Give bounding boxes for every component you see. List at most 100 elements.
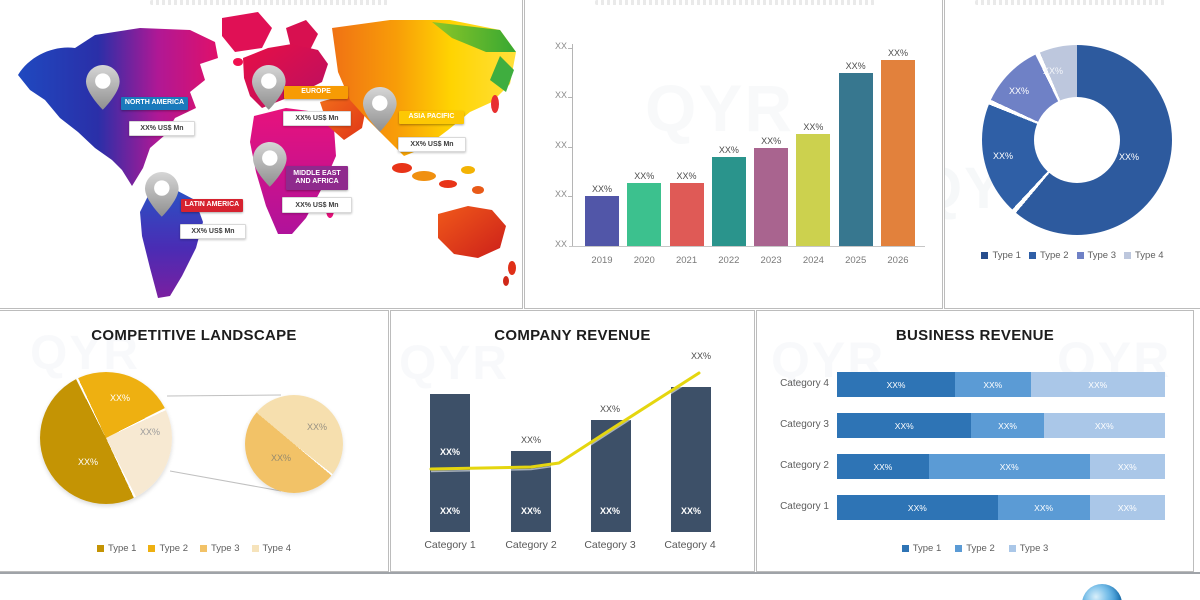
x-label-category4: Category 4 (664, 539, 716, 551)
region-value-north-america: XX% US$ Mn (129, 121, 195, 136)
cutoff-title-strip (975, 0, 1165, 5)
bar-group-2020: XX% 2020 (627, 48, 662, 266)
bar-2021 (669, 183, 704, 246)
legend-item: Type 3 (1008, 543, 1049, 554)
stacked-bar-category2: XX% XX% XX% (837, 454, 1165, 479)
panel-competitive-landscape: QYR COMPETITIVE LANDSCAPE XX% XX% XX% XX… (0, 310, 389, 572)
y-axis-line (572, 44, 573, 246)
region-value-europe: XX% US$ Mn (283, 111, 351, 126)
secondary-pie-label-top: XX% (306, 422, 327, 432)
y-tick-mark (568, 48, 572, 49)
row-label-category1: Category 1 (780, 501, 829, 512)
stacked-bar-category4: XX% XX% XX% (837, 372, 1165, 397)
legend-swatch (1008, 545, 1016, 552)
donut-hole (1034, 97, 1120, 183)
mea-line1: MIDDLE EAST (293, 169, 341, 177)
bar-value-label: XX% (761, 136, 782, 146)
company-bar-category1 (430, 394, 470, 532)
x-axis-line (569, 246, 925, 247)
legend-item: Type 1 (901, 543, 942, 554)
secondary-pie-label-bottom: XX% (270, 453, 291, 463)
legend-label: Type 2 (1039, 250, 1069, 261)
x-label-category1: Category 1 (424, 539, 476, 551)
legend-label: Type 1 (992, 250, 1021, 261)
bar-value-label: XX% (634, 171, 655, 181)
main-pie-label-top: XX% (109, 393, 130, 403)
panel-market-growth: QYR XX XX XX XX XX XX% 2019 XX% 2020 XX% 20… (524, 0, 943, 309)
y-tick-mark (568, 97, 572, 98)
legend-label: Type 4 (262, 543, 292, 554)
bar-2022 (711, 157, 746, 246)
x-label-category3: Category 3 (584, 539, 636, 551)
bar-value-label: XX% (803, 122, 824, 132)
segment-type3: XX% (1089, 454, 1165, 479)
donut-chart (982, 45, 1172, 235)
x-tick-2022: 2022 (718, 255, 740, 266)
trend-line (429, 371, 701, 471)
legend-label: Type 1 (107, 543, 137, 554)
segment-type3: XX% (1043, 413, 1165, 438)
cutoff-title-strip (150, 0, 390, 5)
x-tick-2026: 2026 (887, 255, 909, 266)
bar-bottom-label-cat2: XX% (520, 506, 541, 516)
pie-connector-lines (166, 394, 282, 492)
legend-swatch (200, 545, 207, 552)
donut-legend: Type 1 Type 2 Type 3 Type 4 (945, 250, 1200, 261)
region-value-mea: XX% US$ Mn (282, 197, 352, 213)
segment-type1: XX% (837, 413, 972, 438)
bar-2025 (838, 73, 873, 246)
region-label-asia-pacific: ASIA PACIFIC (399, 111, 464, 124)
segment-type2: XX% (928, 454, 1090, 479)
legend-swatch (96, 545, 104, 552)
bar-group-2025: XX% 2025 (838, 48, 873, 266)
legend-label: Type 2 (966, 543, 995, 554)
bar-value-label: XX% (591, 184, 612, 194)
bar-group-2026: XX% 2026 (880, 48, 915, 266)
company-bar-category4 (671, 387, 711, 532)
donut-slice-label-type4: XX% (1042, 66, 1063, 76)
legend-label: Type 3 (1019, 543, 1049, 554)
x-tick-2021: 2021 (675, 255, 698, 266)
bar-bottom-label-cat1: XX% (439, 506, 460, 516)
y-tick: XX (554, 239, 567, 249)
segment-type2: XX% (955, 372, 1031, 397)
cutoff-title-strip (595, 0, 875, 5)
legend-swatch (981, 252, 989, 259)
competitive-title: COMPETITIVE LANDSCAPE (91, 327, 297, 344)
world-map (18, 12, 516, 298)
main-pie-label-left: XX% (77, 457, 98, 467)
y-tick: XX (554, 41, 567, 51)
x-tick-2024: 2024 (802, 255, 824, 266)
y-tick: XX (554, 189, 567, 199)
y-tick: XX (554, 140, 567, 150)
region-value-latin-america: XX% US$ Mn (180, 224, 246, 239)
bar-group-2021: XX% 2021 (669, 48, 704, 266)
main-pie (40, 372, 172, 504)
bar-group-2023: XX% 2023 (754, 48, 789, 266)
segment-type1: XX% (837, 372, 956, 397)
legend-item: Type 2 (1028, 250, 1069, 261)
legend-label: Type 4 (1135, 250, 1164, 261)
row-label-category4: Category 4 (780, 378, 829, 389)
company-revenue-title: COMPANY REVENUE (494, 327, 651, 344)
x-tick-2023: 2023 (760, 255, 782, 266)
x-label-category2: Category 2 (505, 539, 557, 551)
main-pie-label-right: XX% (139, 427, 160, 437)
bar-value-label: XX% (845, 61, 866, 71)
segment-type2: XX% (971, 413, 1044, 438)
legend-item: Type 2 (955, 543, 995, 554)
panel-business-revenue: QYR QYR BUSINESS REVENUE Category 4 XX% … (756, 310, 1194, 572)
bar-2026 (880, 60, 915, 246)
bar-2024 (796, 134, 831, 246)
panel-type-share-donut: QYR XX% XX% XX% XX% Type 1 Type 2 Type 3… (944, 0, 1200, 309)
legend-swatch (1028, 252, 1036, 259)
business-legend: Type 1 Type 2 Type 3 (757, 543, 1193, 554)
line-label-cat4: XX% (690, 351, 711, 361)
donut-slice-label-type3: XX% (1008, 86, 1029, 96)
legend-item: Type 3 (200, 543, 240, 554)
segment-type3: XX% (1030, 372, 1165, 397)
bar-group-2019: XX% 2019 (585, 48, 619, 266)
competitive-legend: Type 1 Type 2 Type 3 Type 4 (0, 543, 388, 554)
company-trend-line (429, 371, 701, 473)
legend-label: Type 1 (912, 543, 942, 554)
